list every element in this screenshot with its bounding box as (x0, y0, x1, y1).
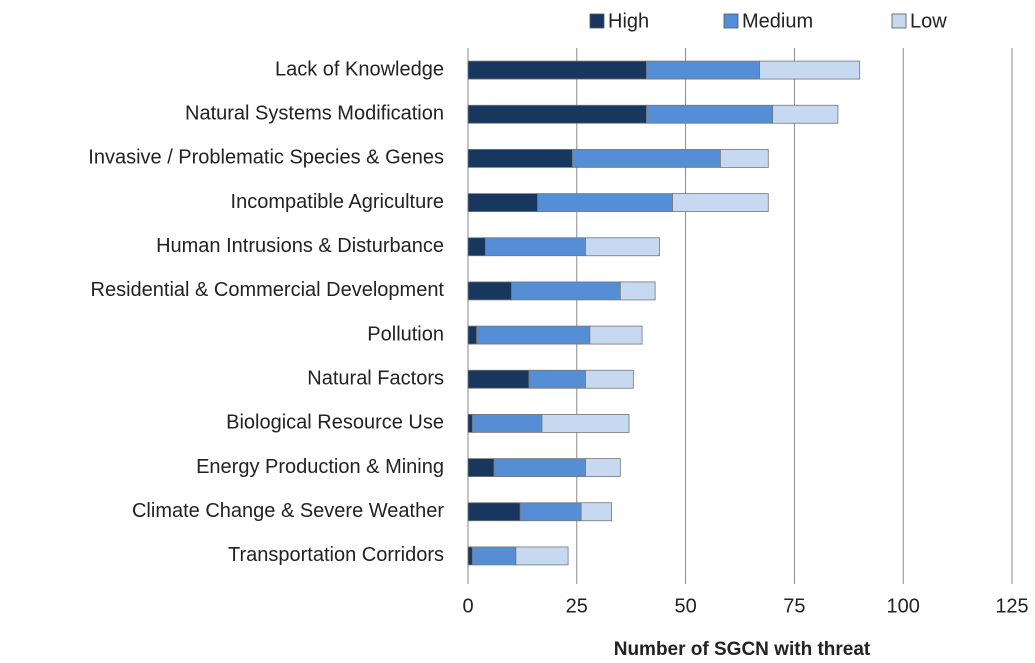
bar-segment (585, 458, 621, 477)
bar-segment (476, 325, 591, 345)
legend-label: Low (910, 10, 947, 32)
y-tick-label: Residential & Commercial Development (91, 279, 445, 301)
x-tick-label: 25 (566, 595, 588, 617)
bar-segment (772, 104, 839, 124)
bar-segment (720, 149, 769, 168)
x-axis-title: Number of SGCN with threat (614, 639, 871, 660)
y-tick-label: Incompatible Agriculture (231, 191, 444, 213)
legend-swatch (589, 13, 605, 29)
y-tick-label: Climate Change & Severe Weather (132, 500, 444, 522)
legend-swatch (891, 13, 907, 29)
bar-segment (467, 149, 573, 168)
legend-label: High (608, 10, 649, 32)
x-tick-label: 100 (887, 595, 920, 617)
bar-segment (467, 414, 473, 433)
bar-segment (467, 193, 539, 212)
bar-segment (467, 458, 495, 477)
legend-label: Medium (742, 10, 813, 32)
bar-segment (646, 104, 774, 124)
bar-segment (467, 237, 486, 257)
bar-segment (580, 502, 613, 522)
x-tick-label: 0 (462, 595, 473, 617)
x-tick-label: 75 (783, 595, 805, 617)
y-tick-label: Lack of Knowledge (275, 58, 444, 80)
y-tick-label: Pollution (367, 323, 444, 345)
bar-segment (515, 546, 569, 566)
bar-segment (572, 149, 721, 168)
y-tick-label: Human Intrusions & Disturbance (156, 235, 444, 257)
bar-segment (493, 458, 586, 477)
bar-segment (528, 369, 586, 389)
bar-segment (619, 281, 656, 301)
bar-segment (585, 369, 634, 389)
x-tick-label: 125 (995, 595, 1028, 617)
bar-segment (585, 237, 660, 257)
bar-segment (467, 104, 647, 124)
bar-segment (467, 502, 521, 522)
y-tick-label: Transportation Corridors (228, 544, 444, 566)
bar-segment (467, 281, 512, 301)
bar-segment (759, 60, 861, 80)
bar-segment (511, 281, 621, 301)
bar-segment (537, 193, 673, 212)
bar-segment (589, 325, 643, 345)
legend-swatch (723, 13, 739, 29)
bar-segment (471, 546, 517, 566)
x-tick-label: 50 (674, 595, 696, 617)
bar-segment (485, 237, 586, 257)
y-tick-label: Biological Resource Use (226, 412, 444, 434)
bar-segment (471, 414, 543, 433)
bar-segment (467, 369, 530, 389)
bar-segment (541, 414, 630, 433)
bar-segment (467, 546, 473, 566)
bar-segment (467, 325, 478, 345)
y-tick-label: Energy Production & Mining (196, 456, 444, 478)
bar-segment (519, 502, 582, 522)
y-tick-label: Natural Systems Modification (185, 103, 444, 125)
bar-segment (672, 193, 769, 212)
bar-segment (646, 60, 760, 80)
y-tick-label: Natural Factors (307, 368, 444, 390)
bar-segment (467, 60, 647, 80)
y-tick-label: Invasive / Problematic Species & Genes (88, 147, 444, 169)
